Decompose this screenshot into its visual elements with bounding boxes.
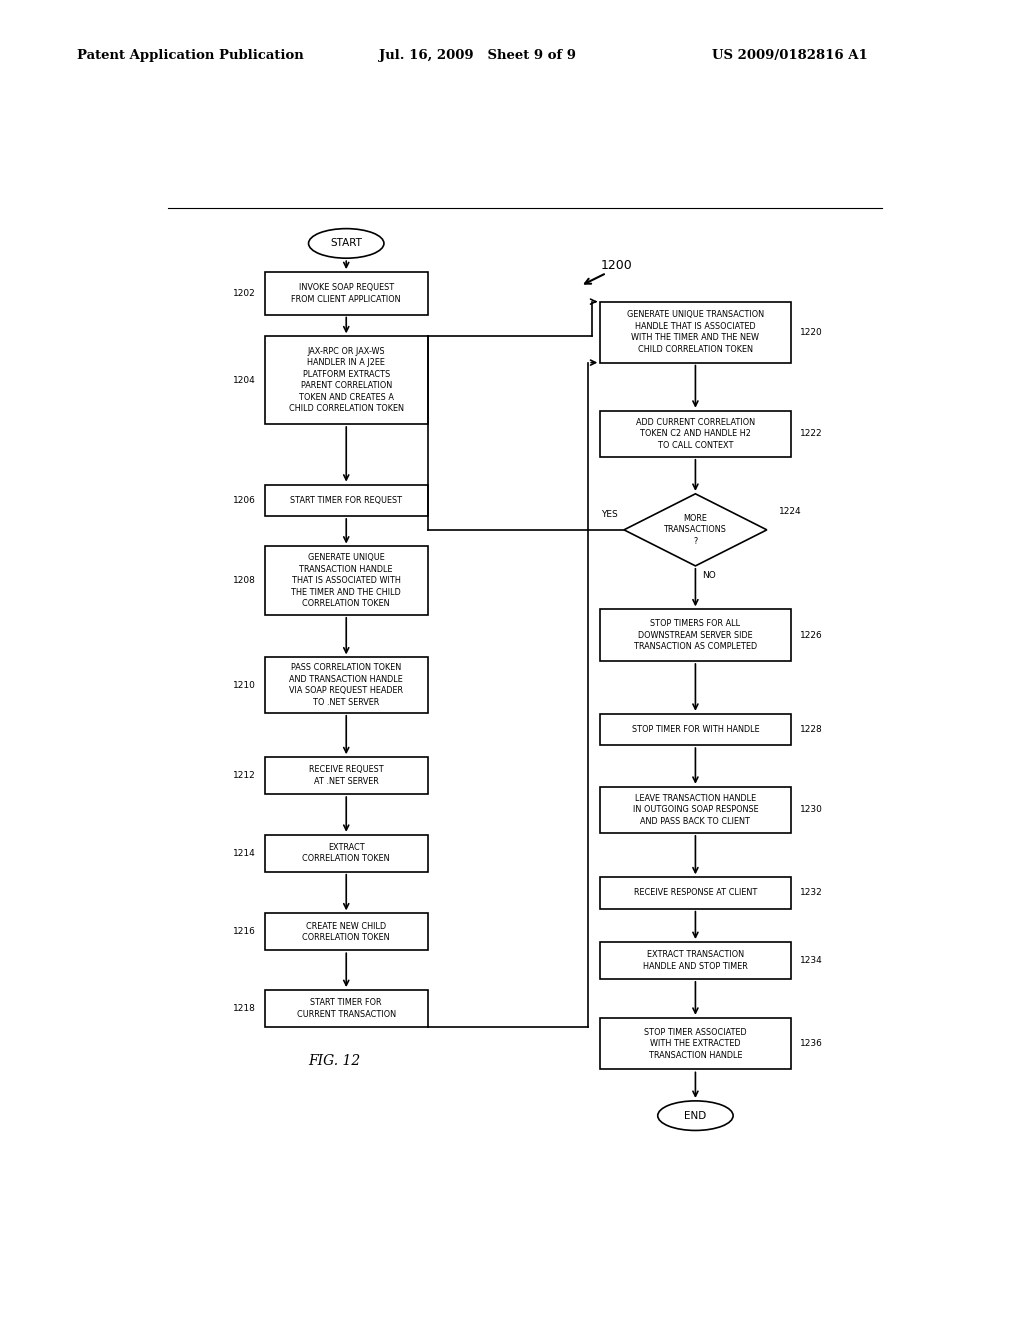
Text: 1212: 1212: [232, 771, 255, 780]
Text: 1224: 1224: [778, 507, 802, 516]
Text: 1222: 1222: [800, 429, 823, 438]
FancyBboxPatch shape: [600, 411, 791, 457]
FancyBboxPatch shape: [600, 714, 791, 744]
FancyBboxPatch shape: [600, 1018, 791, 1069]
Text: YES: YES: [601, 510, 617, 519]
Text: 1218: 1218: [232, 1005, 255, 1012]
FancyBboxPatch shape: [265, 913, 428, 950]
Text: Patent Application Publication: Patent Application Publication: [77, 49, 303, 62]
Text: NO: NO: [701, 570, 716, 579]
Text: STOP TIMERS FOR ALL
DOWNSTREAM SERVER SIDE
TRANSACTION AS COMPLETED: STOP TIMERS FOR ALL DOWNSTREAM SERVER SI…: [634, 619, 757, 651]
Text: 1216: 1216: [232, 927, 255, 936]
Text: 1204: 1204: [232, 376, 255, 384]
FancyBboxPatch shape: [600, 302, 791, 363]
Text: INVOKE SOAP REQUEST
FROM CLIENT APPLICATION: INVOKE SOAP REQUEST FROM CLIENT APPLICAT…: [292, 282, 401, 304]
Ellipse shape: [657, 1101, 733, 1130]
Text: EXTRACT TRANSACTION
HANDLE AND STOP TIMER: EXTRACT TRANSACTION HANDLE AND STOP TIME…: [643, 950, 748, 970]
Text: 1228: 1228: [800, 725, 823, 734]
Text: 1210: 1210: [232, 681, 255, 689]
Text: 1234: 1234: [800, 956, 823, 965]
Polygon shape: [624, 494, 767, 566]
Text: 1208: 1208: [232, 576, 255, 585]
Text: US 2009/0182816 A1: US 2009/0182816 A1: [712, 49, 867, 62]
Text: 1206: 1206: [232, 496, 255, 504]
Text: START TIMER FOR REQUEST: START TIMER FOR REQUEST: [290, 496, 402, 504]
FancyBboxPatch shape: [600, 610, 791, 661]
Text: STOP TIMER ASSOCIATED
WITH THE EXTRACTED
TRANSACTION HANDLE: STOP TIMER ASSOCIATED WITH THE EXTRACTED…: [644, 1028, 746, 1060]
Text: RECEIVE RESPONSE AT CLIENT: RECEIVE RESPONSE AT CLIENT: [634, 888, 757, 898]
Text: CREATE NEW CHILD
CORRELATION TOKEN: CREATE NEW CHILD CORRELATION TOKEN: [302, 921, 390, 942]
Text: FIG. 12: FIG. 12: [308, 1055, 360, 1068]
Text: PASS CORRELATION TOKEN
AND TRANSACTION HANDLE
VIA SOAP REQUEST HEADER
TO .NET SE: PASS CORRELATION TOKEN AND TRANSACTION H…: [289, 664, 403, 706]
Text: 1200: 1200: [600, 259, 632, 272]
FancyBboxPatch shape: [265, 546, 428, 615]
Text: GENERATE UNIQUE
TRANSACTION HANDLE
THAT IS ASSOCIATED WITH
THE TIMER AND THE CHI: GENERATE UNIQUE TRANSACTION HANDLE THAT …: [292, 553, 401, 609]
Text: 1226: 1226: [800, 631, 823, 640]
FancyBboxPatch shape: [265, 990, 428, 1027]
Text: END: END: [684, 1110, 707, 1121]
FancyBboxPatch shape: [265, 758, 428, 795]
Text: 1230: 1230: [800, 805, 823, 814]
Text: MORE
TRANSACTIONS
?: MORE TRANSACTIONS ?: [664, 513, 727, 545]
Text: STOP TIMER FOR WITH HANDLE: STOP TIMER FOR WITH HANDLE: [632, 725, 759, 734]
Text: JAX-RPC OR JAX-WS
HANDLER IN A J2EE
PLATFORM EXTRACTS
PARENT CORRELATION
TOKEN A: JAX-RPC OR JAX-WS HANDLER IN A J2EE PLAT…: [289, 347, 403, 413]
Text: GENERATE UNIQUE TRANSACTION
HANDLE THAT IS ASSOCIATED
WITH THE TIMER AND THE NEW: GENERATE UNIQUE TRANSACTION HANDLE THAT …: [627, 310, 764, 354]
Text: LEAVE TRANSACTION HANDLE
IN OUTGOING SOAP RESPONSE
AND PASS BACK TO CLIENT: LEAVE TRANSACTION HANDLE IN OUTGOING SOA…: [633, 793, 758, 826]
FancyBboxPatch shape: [600, 942, 791, 979]
FancyBboxPatch shape: [265, 272, 428, 314]
Text: 1232: 1232: [800, 888, 823, 898]
Text: 1236: 1236: [800, 1039, 823, 1048]
Text: EXTRACT
CORRELATION TOKEN: EXTRACT CORRELATION TOKEN: [302, 843, 390, 863]
FancyBboxPatch shape: [265, 834, 428, 871]
Text: ADD CURRENT CORRELATION
TOKEN C2 AND HANDLE H2
TO CALL CONTEXT: ADD CURRENT CORRELATION TOKEN C2 AND HAN…: [636, 418, 755, 450]
Text: START: START: [331, 239, 362, 248]
Text: Jul. 16, 2009   Sheet 9 of 9: Jul. 16, 2009 Sheet 9 of 9: [379, 49, 575, 62]
Ellipse shape: [308, 228, 384, 259]
FancyBboxPatch shape: [265, 337, 428, 424]
FancyBboxPatch shape: [265, 484, 428, 516]
Text: 1214: 1214: [232, 849, 255, 858]
FancyBboxPatch shape: [600, 878, 791, 908]
Text: 1220: 1220: [800, 327, 823, 337]
Text: START TIMER FOR
CURRENT TRANSACTION: START TIMER FOR CURRENT TRANSACTION: [297, 998, 396, 1019]
FancyBboxPatch shape: [265, 657, 428, 713]
Text: RECEIVE REQUEST
AT .NET SERVER: RECEIVE REQUEST AT .NET SERVER: [309, 766, 384, 785]
Text: 1202: 1202: [232, 289, 255, 298]
FancyBboxPatch shape: [600, 787, 791, 833]
